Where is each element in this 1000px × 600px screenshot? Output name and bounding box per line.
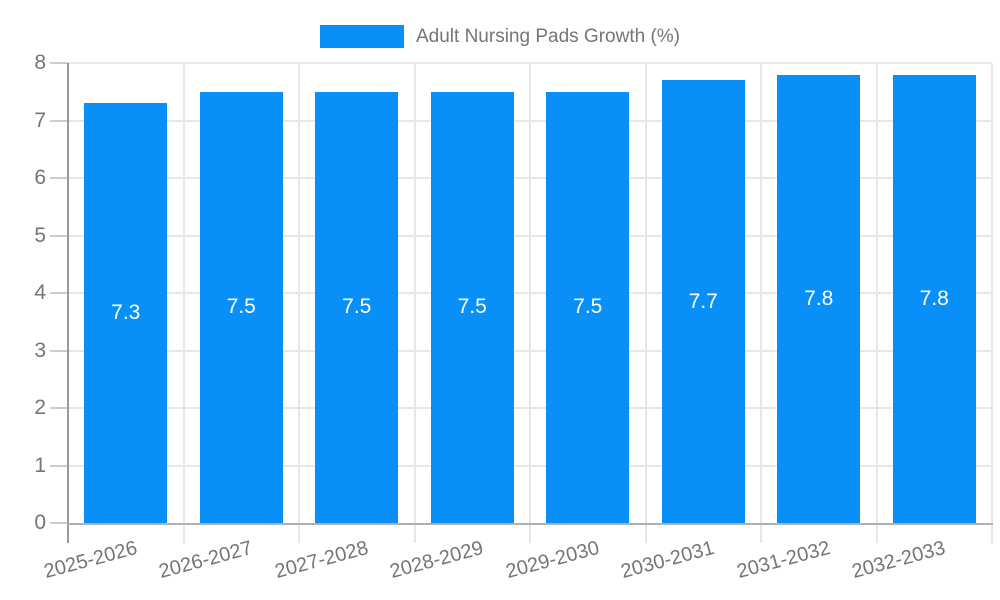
bar-value-label: 7.5 <box>457 295 487 319</box>
x-gridline <box>298 63 300 543</box>
bar-value-label: 7.3 <box>111 301 141 325</box>
y-axis-label: 7 <box>34 108 46 132</box>
y-axis-tick <box>50 349 68 352</box>
y-axis-tick <box>50 407 68 409</box>
y-axis-label: 3 <box>34 338 46 362</box>
y-axis-tick <box>50 177 68 179</box>
x-gridline <box>991 63 993 543</box>
y-axis-line <box>67 63 69 543</box>
y-axis-label: 5 <box>34 223 46 247</box>
bar-2025-2026[interactable] <box>84 103 168 523</box>
x-gridline <box>644 63 647 543</box>
bar-2031-2032[interactable] <box>777 74 861 523</box>
y-axis-tick <box>50 464 68 467</box>
x-gridline <box>182 63 185 543</box>
y-axis-label: 6 <box>34 166 46 189</box>
y-axis-label: 4 <box>34 281 46 304</box>
x-gridline <box>529 63 531 543</box>
x-gridline <box>413 63 416 543</box>
x-gridline <box>875 63 878 543</box>
bar-2027-2028[interactable] <box>315 91 399 523</box>
bar-value-label: 7.5 <box>226 295 256 319</box>
bar-value-label: 7.7 <box>688 289 718 313</box>
y-axis-tick <box>50 234 68 237</box>
legend-label: Adult Nursing Pads Growth (%) <box>416 25 680 47</box>
bar-2026-2027[interactable] <box>199 91 283 523</box>
y-axis-label: 1 <box>34 453 46 477</box>
legend-swatch-icon <box>320 24 404 48</box>
bar-2030-2031[interactable] <box>661 80 745 523</box>
bar-value-label: 7.5 <box>573 295 603 319</box>
y-axis-tick <box>50 62 68 64</box>
bar-2032-2033[interactable] <box>892 74 976 523</box>
bar-2028-2029[interactable] <box>430 91 514 523</box>
y-axis-tick <box>50 119 68 122</box>
y-axis-tick <box>50 522 68 524</box>
x-axis-line <box>67 523 993 525</box>
bar-2029-2030[interactable] <box>546 91 630 523</box>
bar-value-label: 7.5 <box>342 295 372 319</box>
bar-value-label: 7.8 <box>804 286 834 310</box>
x-gridline <box>760 63 762 543</box>
y-axis-tick <box>50 292 68 294</box>
y-axis-label: 8 <box>34 51 46 74</box>
bar-value-label: 7.8 <box>919 286 949 310</box>
legend[interactable]: Adult Nursing Pads Growth (%) <box>0 24 1000 48</box>
y-axis-label: 0 <box>34 511 46 534</box>
y-axis-label: 2 <box>34 396 46 419</box>
